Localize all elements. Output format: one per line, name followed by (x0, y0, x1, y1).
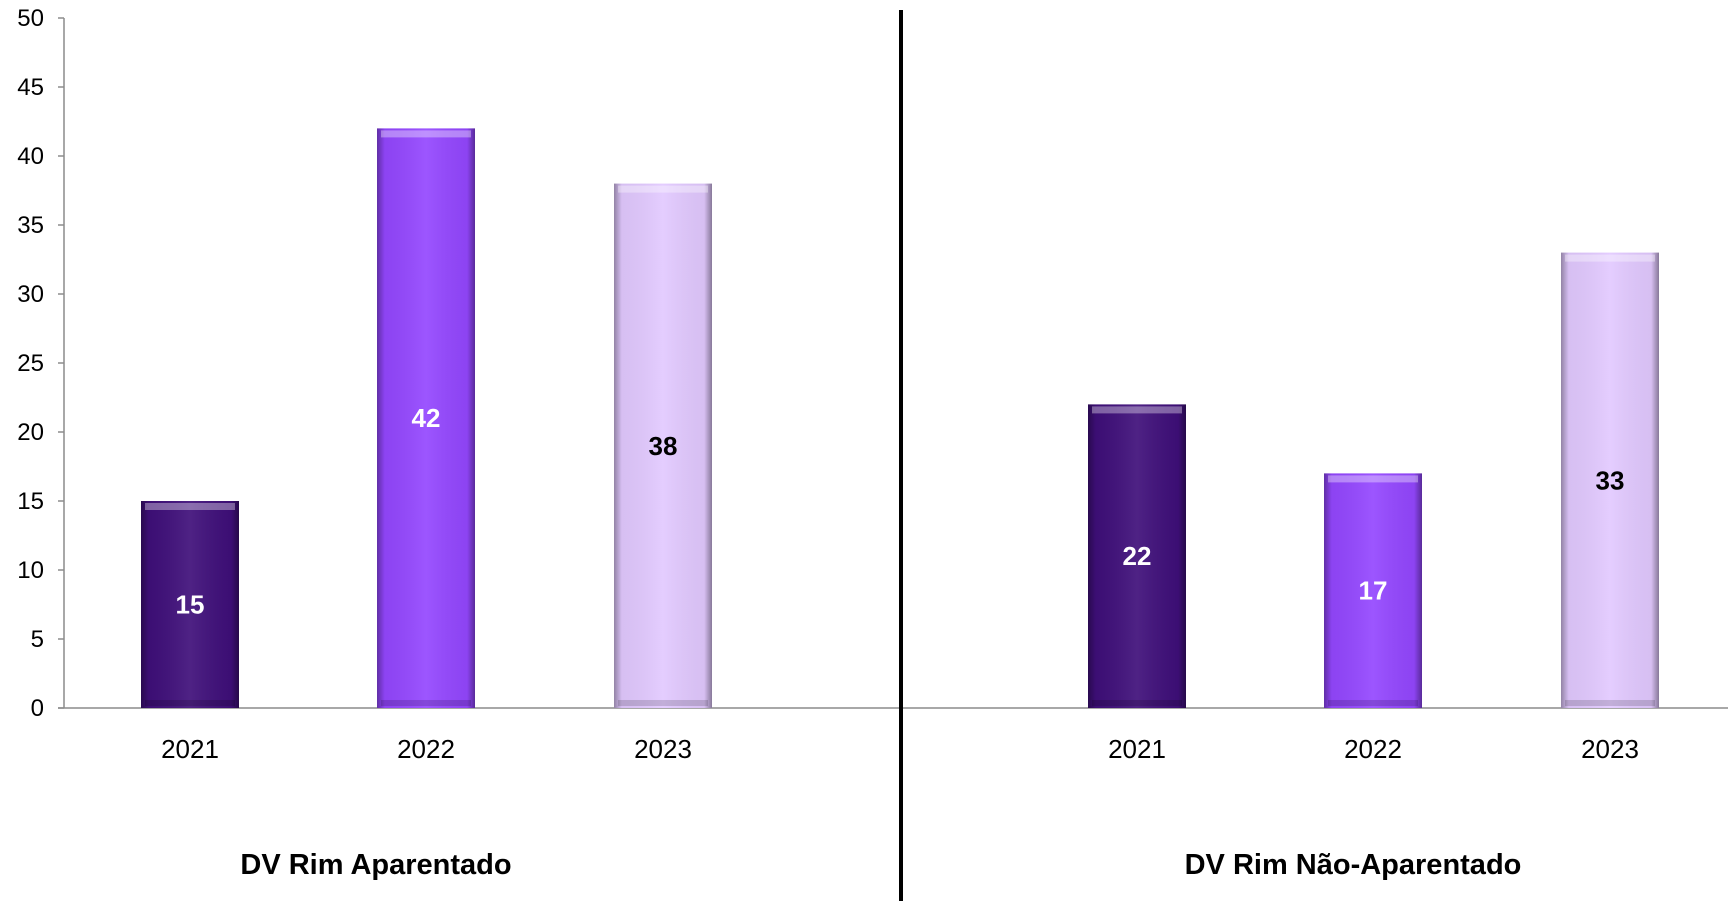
bar-bevel-top (1092, 406, 1182, 414)
x-tick-label: 2022 (1344, 734, 1402, 764)
bar-bevel-top (381, 130, 471, 138)
bar-bevel-bottom (1565, 700, 1655, 706)
bar-shading (377, 128, 475, 708)
bar-shading (1324, 473, 1422, 708)
bar-bevel-bottom (381, 700, 471, 706)
bar-shading (1088, 404, 1186, 708)
bar-shading (1561, 252, 1659, 708)
data-label: 38 (649, 431, 678, 461)
bar-bevel-top (618, 185, 708, 193)
labels: 15 2021 42 2022 38 2023 DV Rim Aparentado 22 202… (161, 403, 1639, 881)
y-tick-label: 45 (17, 74, 44, 101)
bars (141, 128, 1659, 709)
bar-shading (141, 501, 239, 708)
bar (614, 183, 712, 709)
y-tick-label: 0 (31, 695, 44, 722)
data-label: 17 (1359, 576, 1388, 606)
axes: 0 5 10 15 20 25 30 35 40 45 50 (17, 5, 1728, 901)
group-title: DV Rim Não-Aparentado (1185, 849, 1522, 881)
bar-bevel-top (145, 503, 235, 510)
bar-bevel-bottom (145, 700, 235, 706)
bar-bevel-bottom (618, 700, 708, 706)
y-tick-label: 50 (17, 5, 44, 32)
bar-shading (614, 183, 712, 709)
y-tick-label: 10 (17, 557, 44, 584)
x-tick-label: 2022 (397, 734, 455, 764)
bar-bevel-bottom (1328, 700, 1418, 706)
bar-bevel-top (1328, 475, 1418, 483)
y-tick-label: 30 (17, 281, 44, 308)
bar (141, 501, 239, 708)
data-label: 42 (412, 403, 441, 433)
y-tick-label: 20 (17, 419, 44, 446)
y-tick-label: 40 (17, 143, 44, 170)
y-tick-label: 15 (17, 488, 44, 515)
data-label: 33 (1596, 465, 1625, 495)
data-label: 22 (1123, 541, 1152, 571)
bar (1561, 252, 1659, 708)
x-tick-label: 2023 (634, 734, 692, 764)
y-tick-label: 25 (17, 350, 44, 377)
data-label: 15 (176, 590, 205, 620)
x-tick-label: 2021 (1108, 734, 1166, 764)
bar-bevel-top (1565, 254, 1655, 262)
bar-bevel-bottom (1092, 700, 1182, 706)
x-tick-label: 2021 (161, 734, 219, 764)
bar (377, 128, 475, 708)
x-tick-label: 2023 (1581, 734, 1639, 764)
bar (1324, 473, 1422, 708)
group-title: DV Rim Aparentado (240, 849, 511, 881)
y-tick-label: 35 (17, 212, 44, 239)
y-tick-label: 5 (31, 626, 44, 653)
bar (1088, 404, 1186, 708)
